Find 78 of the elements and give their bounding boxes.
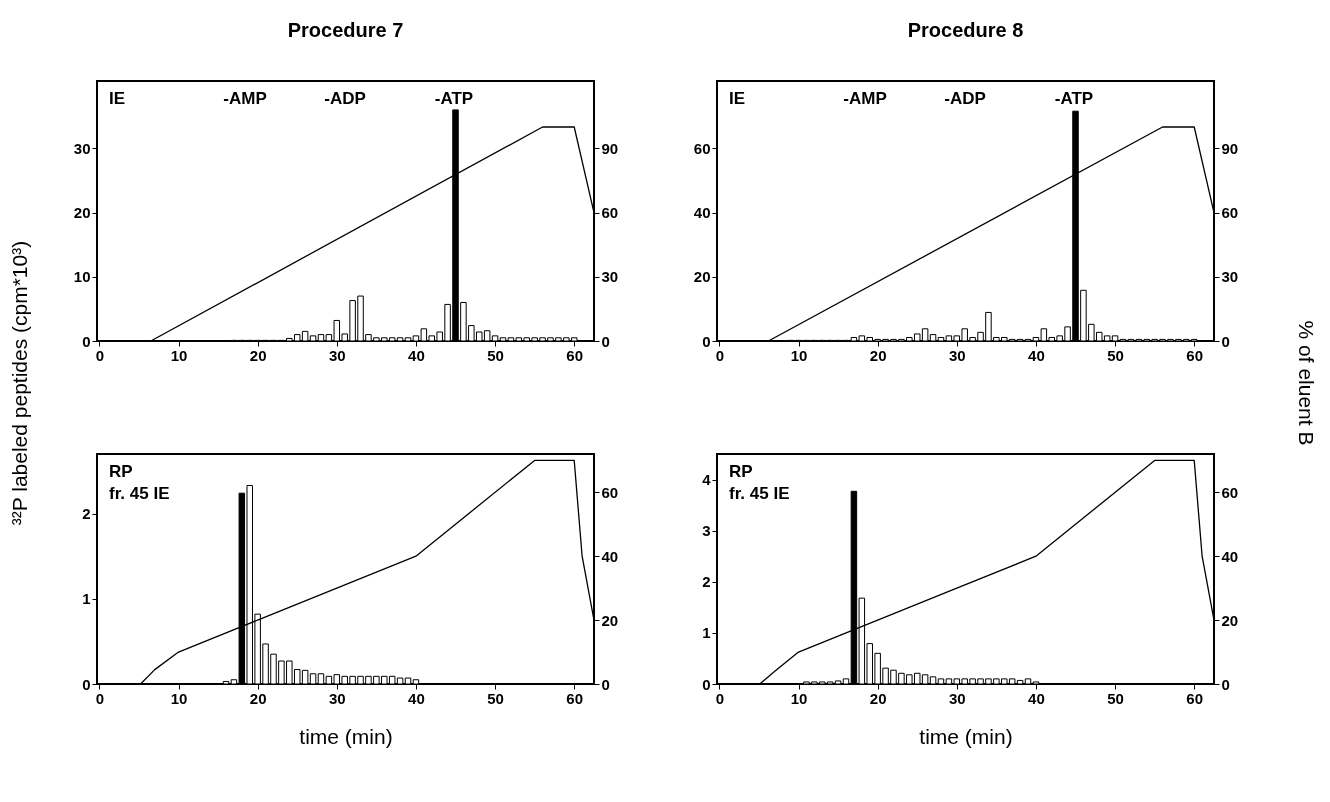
x-tick-label: 0 xyxy=(95,346,105,364)
x-tick-label: 20 xyxy=(869,689,887,707)
annotation: -ATP xyxy=(434,89,474,108)
y2-tick-label: 60 xyxy=(601,483,619,501)
y-tick-label: 20 xyxy=(693,268,711,286)
x-tick-label: 10 xyxy=(790,346,808,364)
y2-tick-label: 0 xyxy=(601,675,610,693)
x-tick-label: 20 xyxy=(249,689,267,707)
y-tick-label: 0 xyxy=(702,675,711,693)
x-tick-label: 40 xyxy=(408,689,425,707)
y-tick-label: 2 xyxy=(702,573,711,591)
x-tick-label: 30 xyxy=(328,346,346,364)
x-tick-label: 20 xyxy=(869,346,887,364)
y2-tick-label: 30 xyxy=(601,268,619,286)
annotation: -ADP xyxy=(324,89,366,108)
y-tick-label: 10 xyxy=(73,268,91,286)
x-tick-label: 30 xyxy=(948,689,966,707)
chart-title: Procedure 7 xyxy=(287,19,404,41)
x-tick-label: 60 xyxy=(566,346,584,364)
y-tick-label: 0 xyxy=(82,675,91,693)
x-tick-label: 40 xyxy=(1028,346,1045,364)
annotation: fr. 45 IE xyxy=(109,484,170,503)
y-tick-label: 4 xyxy=(702,471,712,489)
annotation: IE xyxy=(729,89,746,108)
y2-tick-label: 60 xyxy=(1221,204,1239,222)
x-tick-label: 50 xyxy=(487,689,504,707)
x-tick-label: 30 xyxy=(328,689,346,707)
annotation: RP xyxy=(729,462,753,481)
x-tick-label: 40 xyxy=(1028,689,1045,707)
x-axis-title: time (min) xyxy=(299,724,393,748)
x-tick-label: 0 xyxy=(715,689,725,707)
y2-tick-label: 60 xyxy=(601,204,619,222)
chart-title: Procedure 8 xyxy=(907,19,1024,41)
y-tick-label: 3 xyxy=(702,522,711,540)
y2-tick-label: 20 xyxy=(601,611,619,629)
x-tick-label: 50 xyxy=(1107,346,1124,364)
x-tick-label: 30 xyxy=(948,346,966,364)
y-tick-label: 1 xyxy=(702,624,711,642)
annotation: -ADP xyxy=(944,89,986,108)
x-tick-label: 20 xyxy=(249,346,267,364)
y-tick-label: 30 xyxy=(73,139,91,157)
y2-tick-label: 60 xyxy=(1221,483,1239,501)
x-tick-label: 60 xyxy=(566,689,584,707)
y-tick-label: 60 xyxy=(693,139,711,157)
x-axis-title: time (min) xyxy=(919,724,1013,748)
annotation: -AMP xyxy=(223,89,267,108)
x-tick-label: 40 xyxy=(408,346,425,364)
annotation: -ATP xyxy=(1054,89,1094,108)
y2-tick-label: 20 xyxy=(1221,611,1239,629)
y-tick-label: 1 xyxy=(82,590,91,608)
y2-tick-label: 90 xyxy=(601,139,619,157)
y2-axis-title: % of eluent B xyxy=(1294,320,1318,446)
x-tick-label: 50 xyxy=(487,346,504,364)
annotation: fr. 45 IE xyxy=(729,484,790,503)
y-tick-label: 0 xyxy=(82,332,91,350)
y-tick-label: 2 xyxy=(82,505,91,523)
x-tick-label: 0 xyxy=(715,346,725,364)
y-tick-label: 0 xyxy=(702,332,711,350)
annotation: RP xyxy=(109,462,133,481)
x-tick-label: 50 xyxy=(1107,689,1124,707)
x-tick-label: 60 xyxy=(1186,689,1204,707)
x-tick-label: 60 xyxy=(1186,346,1204,364)
y-axis-title: ³²P labeled peptides (cpm*10³) xyxy=(7,240,31,526)
y2-tick-label: 40 xyxy=(601,547,619,565)
x-tick-label: 10 xyxy=(170,346,188,364)
x-tick-label: 10 xyxy=(790,689,808,707)
annotation: -AMP xyxy=(843,89,887,108)
y-tick-label: 20 xyxy=(73,204,91,222)
y2-tick-label: 90 xyxy=(1221,139,1239,157)
y-tick-label: 40 xyxy=(693,204,711,222)
y2-tick-label: 30 xyxy=(1221,268,1239,286)
y2-tick-label: 0 xyxy=(1221,332,1230,350)
annotation: IE xyxy=(109,89,126,108)
x-tick-label: 10 xyxy=(170,689,188,707)
y2-tick-label: 0 xyxy=(1221,675,1230,693)
x-tick-label: 0 xyxy=(95,689,105,707)
y2-tick-label: 40 xyxy=(1221,547,1239,565)
y2-tick-label: 0 xyxy=(601,332,610,350)
